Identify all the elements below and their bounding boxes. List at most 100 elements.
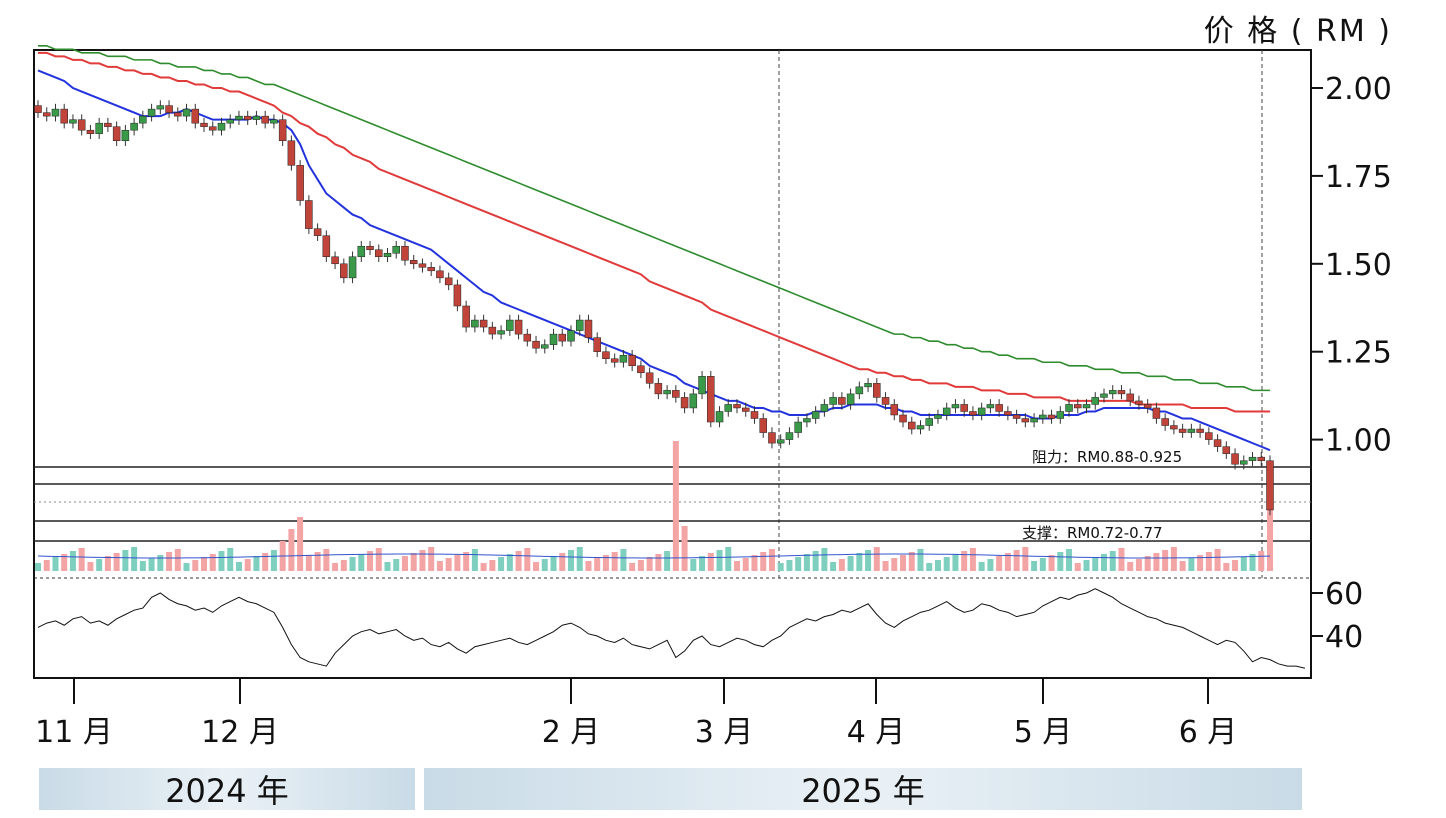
candle-body [1231, 453, 1239, 465]
candle-body [759, 418, 767, 433]
volume-bar [235, 562, 242, 571]
volume-bar [1022, 547, 1029, 571]
candle-body [514, 319, 523, 335]
candle-body [156, 105, 165, 110]
volume-bar [69, 551, 76, 571]
volume-bar [646, 557, 653, 571]
volume-bar [908, 552, 915, 571]
candle-body [1178, 428, 1187, 433]
candle-body [331, 256, 339, 265]
candle-body [191, 108, 200, 124]
candle-body [934, 414, 942, 419]
year-band-2025: 2025 年 [424, 768, 1302, 810]
volume-bar [961, 551, 968, 571]
volume-bar [436, 561, 443, 571]
month-tick-label: 2 月 [542, 715, 601, 750]
volume-bar [393, 559, 400, 571]
candle-body [733, 404, 741, 409]
volume-bar [1004, 553, 1011, 571]
candle-body [969, 411, 977, 416]
volume-bar [104, 556, 111, 571]
candle-body [881, 397, 890, 405]
volume-bar [1013, 550, 1020, 571]
volume-bar [1267, 471, 1273, 571]
volume-bar [760, 552, 767, 571]
candle-body [375, 249, 383, 258]
candle-body [1266, 460, 1274, 511]
volume-bar [602, 555, 609, 571]
candle-body [715, 411, 724, 423]
candle-body [278, 119, 287, 141]
volume-bar [978, 562, 985, 571]
candle-body [1248, 456, 1257, 461]
candle-body [750, 411, 759, 419]
volume-bar [122, 550, 129, 571]
candle-body [645, 372, 654, 384]
volume-bar [926, 563, 933, 571]
volume-bar [734, 561, 741, 571]
candle-body [672, 390, 680, 398]
candle-body [567, 330, 575, 342]
volume-bar [227, 548, 234, 571]
candle-body [680, 397, 689, 409]
candle-body [1213, 439, 1222, 447]
volume-bar [1205, 552, 1212, 571]
candle-body [1126, 393, 1134, 402]
month-tick-label: 6 月 [1179, 715, 1238, 750]
volume-bar [751, 555, 758, 571]
volume-bar [803, 554, 810, 571]
volume-bar [401, 556, 408, 571]
candle-body [846, 393, 855, 405]
support-label: 支撑：RM0.72-0.77 [1022, 524, 1163, 542]
candle-body [977, 407, 986, 416]
year-band-2024: 2024 年 [39, 768, 415, 810]
volume-bar [489, 560, 496, 571]
candle-body [654, 383, 663, 395]
candle-body [908, 421, 916, 430]
candle-body [593, 337, 601, 352]
candle-body [1161, 418, 1169, 426]
candle-body [741, 407, 750, 412]
candle-body [951, 404, 960, 409]
volume-bar [1083, 560, 1090, 571]
volume-bar [1153, 553, 1160, 571]
candle-body [121, 129, 130, 141]
candle-body [34, 105, 42, 113]
candle-body [226, 119, 234, 124]
candle-body [243, 115, 252, 120]
candle-body [794, 421, 802, 433]
candle-body [77, 119, 86, 131]
candle-body [488, 326, 497, 335]
candle-body [820, 404, 829, 412]
candle-body [855, 386, 864, 395]
candle-body [348, 256, 357, 279]
candle-body [1196, 428, 1204, 433]
volume-bar [244, 559, 251, 571]
volume-bar [934, 560, 941, 571]
month-tick-label: 5 月 [1014, 715, 1073, 750]
volume-bar [1039, 558, 1046, 571]
candle-body [628, 354, 636, 367]
volume-bar [550, 556, 557, 571]
volume-bar [838, 559, 845, 571]
candle-body [619, 354, 628, 363]
volume-bar [629, 563, 636, 571]
candle-body [471, 319, 479, 328]
volume-bar [253, 556, 260, 571]
candle-body [165, 105, 173, 113]
volume-bar [445, 558, 452, 571]
volume-bar [183, 563, 190, 571]
volume-bar [567, 550, 574, 571]
resistance-label: 阻力：RM0.88-0.925 [1032, 448, 1182, 466]
candle-body [104, 122, 112, 127]
candle-body [584, 319, 593, 338]
candle-body [1056, 411, 1065, 419]
volume-bar [43, 560, 50, 571]
candle-body [1143, 404, 1152, 409]
candle-body [261, 115, 269, 124]
volume-bar [1170, 547, 1177, 571]
candle-body [637, 365, 645, 374]
candle-body [182, 108, 191, 117]
price-tick-label: 1.50 [1325, 248, 1392, 283]
volume-bar [340, 560, 347, 571]
